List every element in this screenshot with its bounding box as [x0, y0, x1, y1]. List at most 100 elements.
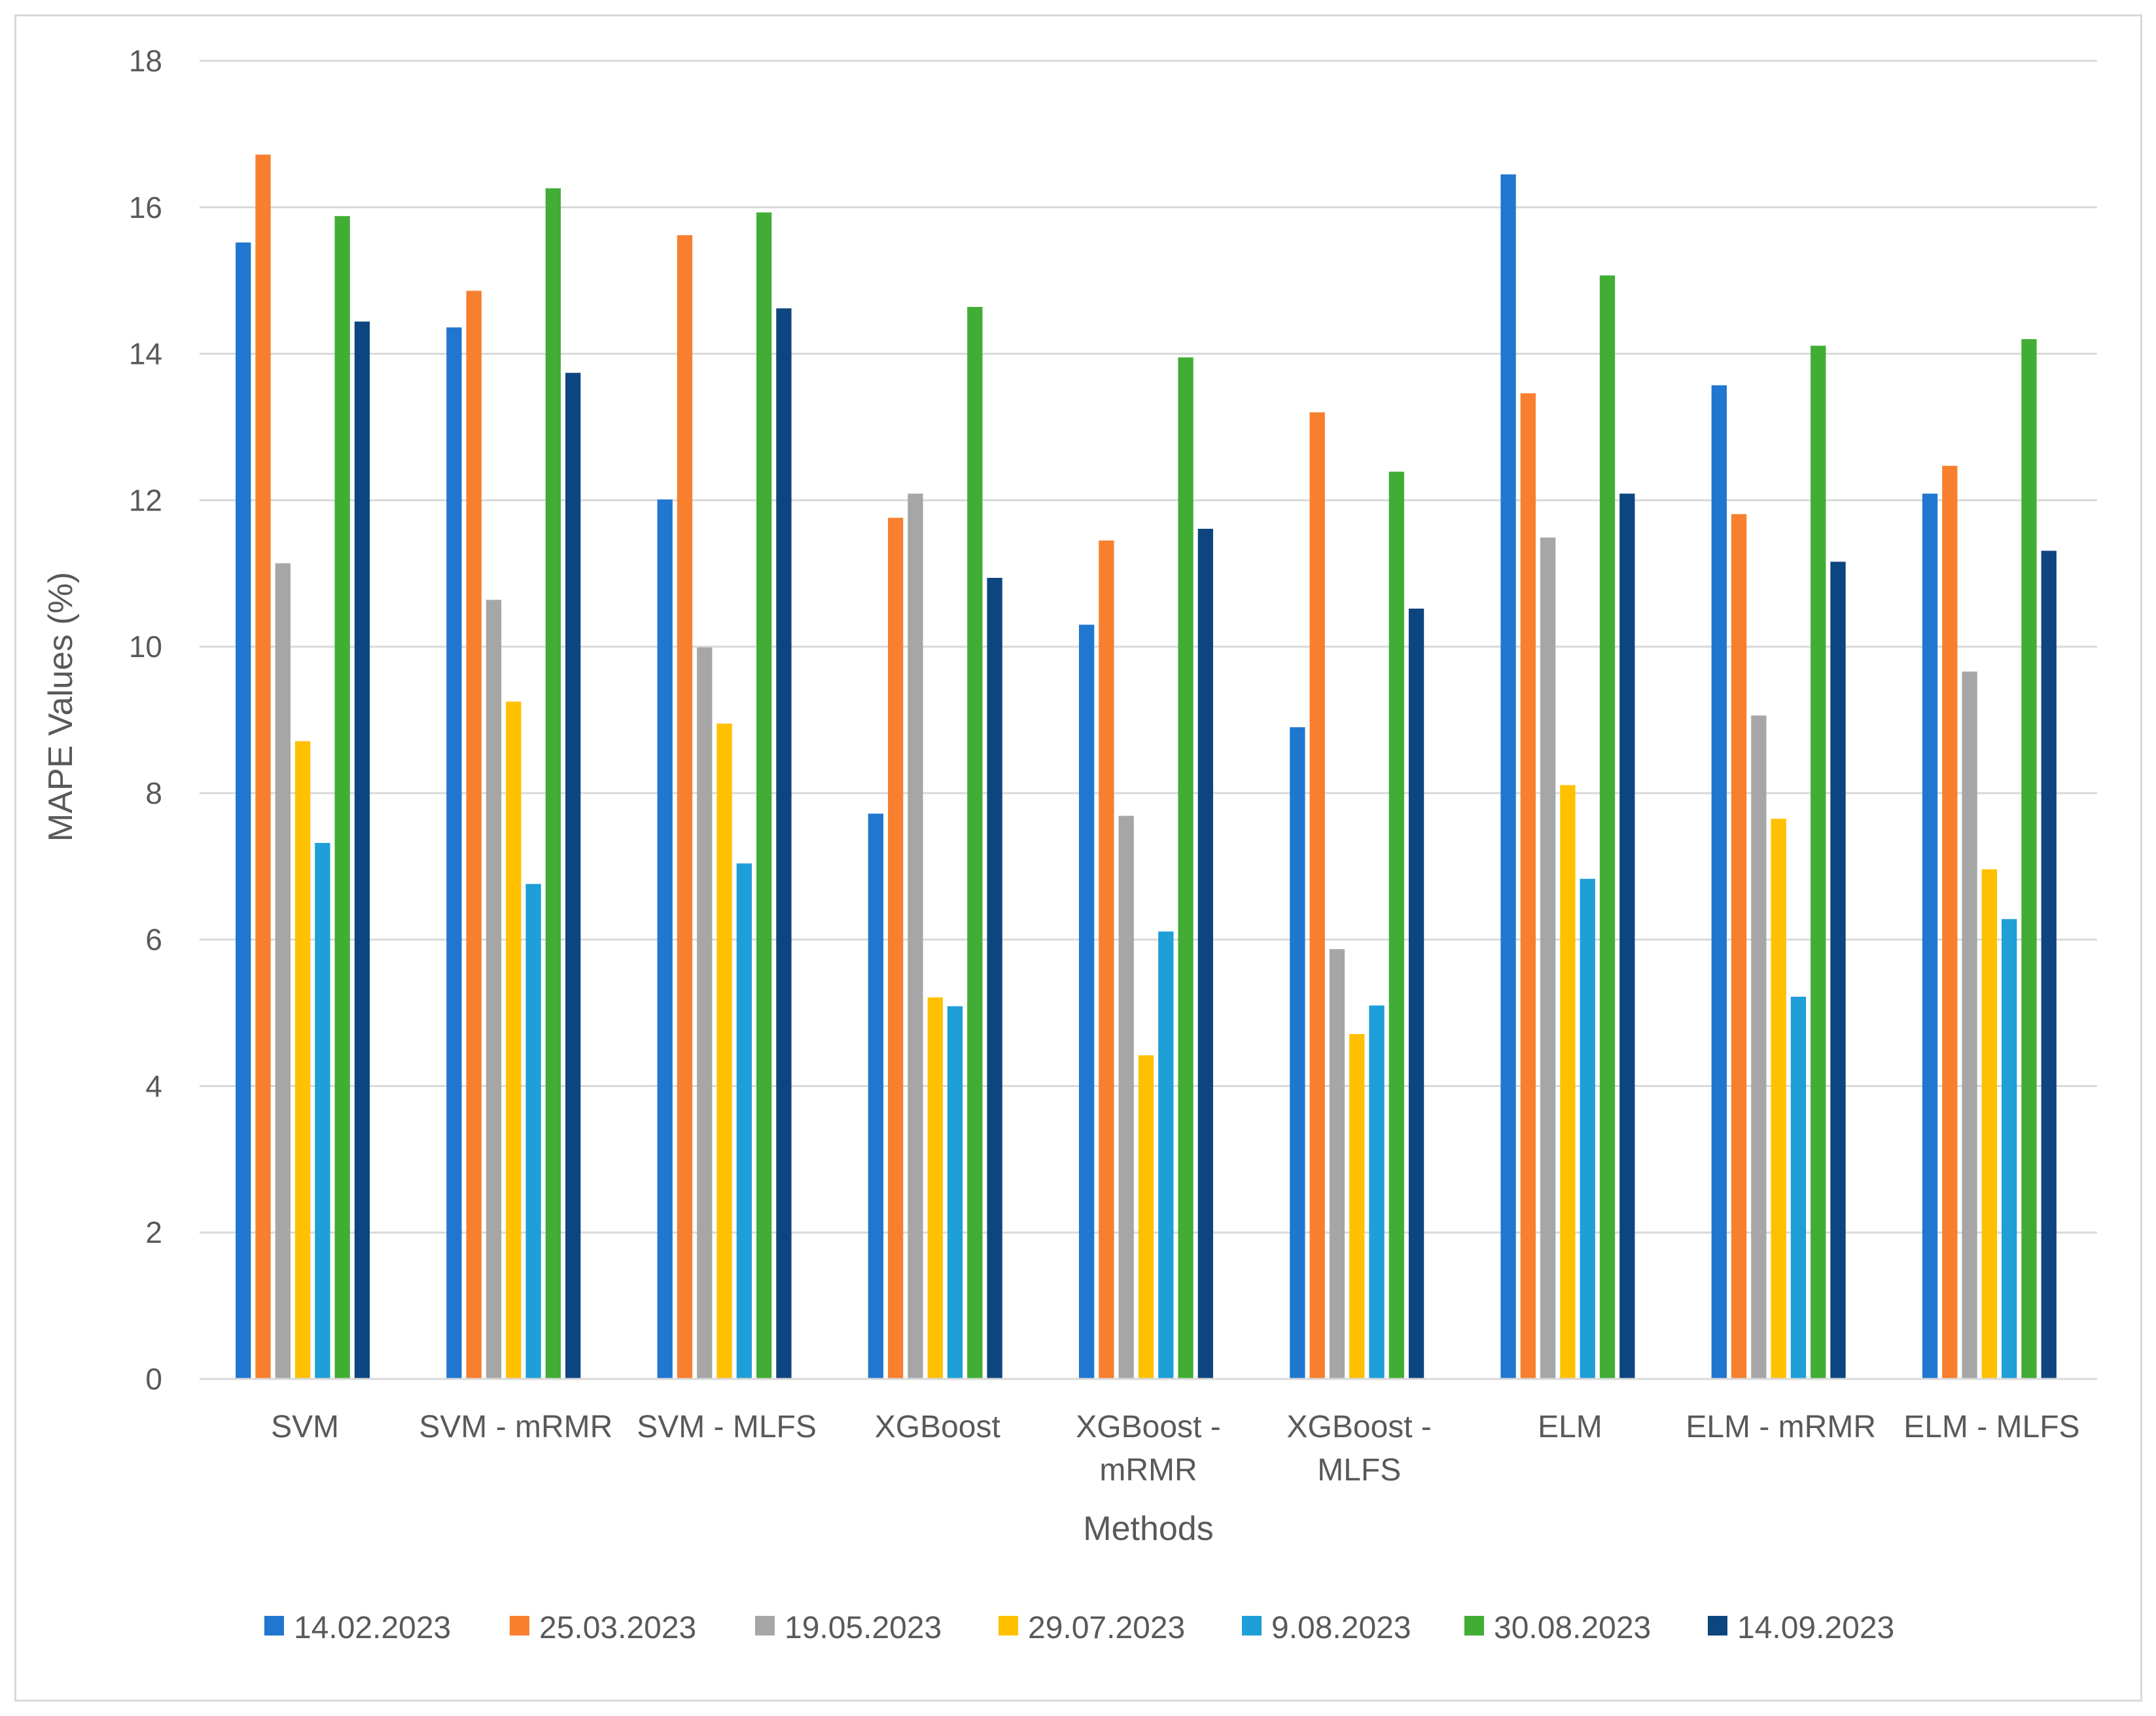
bar — [1599, 275, 1616, 1380]
bar — [1178, 357, 1193, 1379]
x-axis-title: Methods — [1083, 1510, 1213, 1548]
y-tick-label: 2 — [145, 1215, 162, 1249]
bar — [1408, 608, 1424, 1380]
bars — [236, 154, 2057, 1380]
legend-label: 19.05.2023 — [785, 1611, 942, 1645]
bar — [776, 308, 792, 1380]
bar — [697, 647, 713, 1379]
bar — [486, 599, 502, 1379]
bar — [908, 493, 923, 1379]
legend-swatch — [998, 1616, 1018, 1636]
bar — [736, 863, 752, 1379]
bar — [1158, 931, 1174, 1379]
legend-item: 14.09.2023 — [1708, 1611, 1894, 1645]
bar — [2021, 339, 2037, 1380]
legend-label: 14.02.2023 — [294, 1611, 451, 1645]
y-axis-title: MAPE Values (%) — [42, 572, 80, 842]
bar — [1118, 815, 1134, 1379]
bar — [1811, 346, 1826, 1379]
category-label: SVM - mRMR — [419, 1410, 612, 1444]
y-tick-label: 14 — [129, 337, 162, 371]
legend-item: 9.08.2023 — [1242, 1611, 1411, 1645]
bar — [506, 702, 521, 1379]
legend-item: 19.05.2023 — [755, 1611, 942, 1645]
bar — [1290, 727, 1305, 1379]
legend-label: 29.07.2023 — [1028, 1611, 1185, 1645]
legend-label: 25.03.2023 — [539, 1611, 696, 1645]
bar — [1830, 562, 1846, 1379]
y-tick-label: 8 — [145, 776, 162, 810]
bar-group — [1711, 346, 1846, 1380]
bar — [2002, 919, 2017, 1379]
category-label: XGBoost -mRMR — [1076, 1410, 1220, 1488]
bar — [1349, 1034, 1365, 1379]
y-tick-label: 6 — [145, 923, 162, 957]
bar — [1751, 715, 1767, 1379]
legend-swatch — [1242, 1616, 1262, 1636]
bar — [1197, 528, 1214, 1379]
bar — [236, 242, 251, 1380]
y-tick-label: 12 — [129, 483, 162, 517]
bar-group — [446, 188, 581, 1380]
bar — [1520, 393, 1536, 1379]
bar — [1540, 537, 1556, 1379]
bar — [1309, 412, 1325, 1379]
legend-label: 14.09.2023 — [1737, 1611, 1894, 1645]
bar — [927, 997, 943, 1379]
category-label: XGBoost — [875, 1410, 1000, 1444]
bar — [1790, 996, 1807, 1379]
bar — [1388, 471, 1404, 1380]
legend-swatch — [264, 1616, 284, 1636]
bar — [1981, 869, 1998, 1379]
y-tick-label: 0 — [145, 1362, 162, 1396]
bar — [446, 327, 462, 1379]
bar-group — [1290, 412, 1424, 1380]
bar — [334, 216, 350, 1380]
bar — [1922, 493, 1938, 1379]
bar — [1580, 878, 1595, 1379]
bar — [255, 154, 271, 1380]
category-label: SVM - MLFS — [637, 1410, 817, 1444]
bar — [888, 518, 904, 1380]
bar — [466, 291, 482, 1380]
bar — [1771, 819, 1786, 1379]
category-label: ELM — [1538, 1410, 1602, 1444]
legend-swatch — [1464, 1616, 1484, 1636]
y-tick-label: 4 — [145, 1069, 162, 1103]
y-tick-label: 18 — [129, 44, 162, 78]
legend-label: 30.08.2023 — [1494, 1611, 1651, 1645]
bar — [967, 306, 983, 1380]
bar-group — [1922, 339, 2057, 1380]
bar — [716, 723, 732, 1379]
legend-label: 9.08.2023 — [1271, 1611, 1411, 1645]
legend-item: 29.07.2023 — [998, 1611, 1185, 1645]
bar — [868, 813, 884, 1379]
category-labels: SVM SVM - mRMR SVM - MLFS XGBoost XGBoost -m… — [271, 1410, 2079, 1488]
bar — [1962, 671, 1977, 1379]
bar — [275, 563, 291, 1379]
bar — [1138, 1055, 1154, 1379]
bar — [315, 842, 330, 1379]
bar — [1942, 465, 1958, 1379]
bar-group — [1078, 357, 1214, 1379]
category-label: ELM - mRMR — [1686, 1410, 1876, 1444]
legend: 14.02.2023 25.03.2023 19.05.2023 29.07.2023… — [264, 1611, 1894, 1645]
bar — [1369, 1005, 1385, 1379]
y-tick-label: 10 — [129, 630, 162, 664]
bar — [2041, 550, 2057, 1379]
legend-swatch — [755, 1616, 775, 1636]
bar — [545, 188, 561, 1380]
legend-item: 25.03.2023 — [510, 1611, 696, 1645]
bar — [294, 741, 311, 1379]
legend-item: 14.02.2023 — [264, 1611, 451, 1645]
bar-group — [657, 212, 792, 1380]
bar — [657, 499, 673, 1380]
bar — [1731, 514, 1747, 1379]
bar — [1099, 540, 1114, 1379]
legend-swatch — [510, 1616, 529, 1636]
bar — [565, 372, 581, 1379]
bar — [756, 212, 772, 1379]
category-label: XGBoost -MLFS — [1287, 1410, 1432, 1488]
bar-group — [1500, 174, 1635, 1380]
